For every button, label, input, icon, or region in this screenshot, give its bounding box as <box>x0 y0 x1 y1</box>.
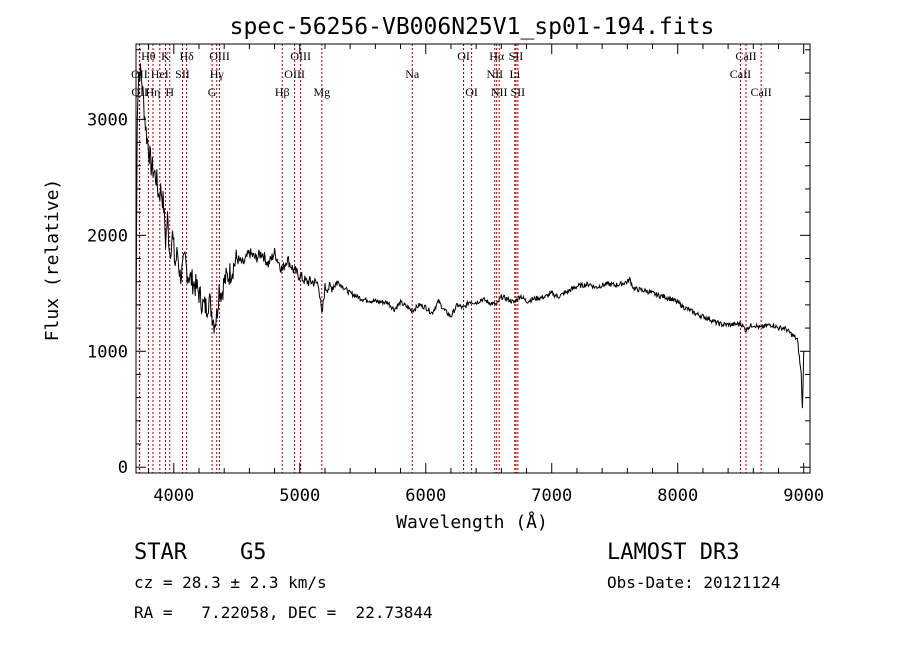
line-label: CaII <box>750 85 771 99</box>
y-axis-label: Flux (relative) <box>42 179 63 342</box>
line-label: NII <box>491 85 508 99</box>
x-tick-label: 9000 <box>783 486 824 506</box>
line-label: OI <box>465 85 478 99</box>
line-label: Mg <box>313 85 330 99</box>
y-tick-label: 0 <box>118 458 128 478</box>
x-tick-label: 7000 <box>531 486 572 506</box>
survey-info: LAMOST DR3 <box>607 540 740 565</box>
line-label: Hα <box>489 49 505 63</box>
line-label: Hη <box>146 85 161 99</box>
line-label: OII <box>131 67 148 81</box>
line-label: SII <box>511 85 526 99</box>
spectrum-line <box>135 63 805 409</box>
line-label: NII <box>486 67 503 81</box>
line-label: G <box>208 85 217 99</box>
line-label: Hθ <box>141 49 156 63</box>
obs-date-info: Obs-Date: 20121124 <box>607 573 781 592</box>
line-label: OIII <box>209 49 230 63</box>
line-label: SII <box>175 67 190 81</box>
line-label: OIII <box>290 49 311 63</box>
line-label: H <box>165 85 174 99</box>
y-tick-label: 2000 <box>87 226 128 246</box>
x-tick-label: 4000 <box>153 486 194 506</box>
line-label: OIII <box>284 67 305 81</box>
line-label: CaII <box>735 49 756 63</box>
line-label: K <box>161 49 170 63</box>
y-tick-label: 3000 <box>87 110 128 130</box>
cz-info: cz = 28.3 ± 2.3 km/s <box>134 573 327 592</box>
series-layer <box>135 63 805 409</box>
x-tick-label: 6000 <box>405 486 446 506</box>
axis-ticks: 4000 5000 6000 7000 8000 9000 0 1000 2000 3000 <box>87 44 824 506</box>
x-tick-label: 8000 <box>657 486 698 506</box>
line-label: Hβ <box>275 85 290 99</box>
line-label: HeI <box>151 67 169 81</box>
line-label: CaII <box>730 67 751 81</box>
chart-title: spec-56256-VB006N25V1_sp01-194.fits <box>230 14 715 40</box>
line-label: SII <box>509 49 524 63</box>
line-label: Hδ <box>179 49 194 63</box>
x-axis-label: Wavelength (Å) <box>396 511 548 533</box>
line-markers <box>138 44 762 473</box>
line-label: Hγ <box>210 67 225 81</box>
line-label: OI <box>457 49 470 63</box>
x-tick-label: 5000 <box>279 486 320 506</box>
line-label: Li <box>509 67 520 81</box>
y-tick-label: 1000 <box>87 342 128 362</box>
line-label: Na <box>405 67 420 81</box>
line-labels: OIIOIIHθHηHeIKHSIIHδGHγOIIIHβOIIIOIIIMgN… <box>131 49 772 99</box>
class-info: STAR G5 <box>134 540 267 565</box>
coords-info: RA = 7.22058, DEC = 22.73844 <box>134 603 433 622</box>
